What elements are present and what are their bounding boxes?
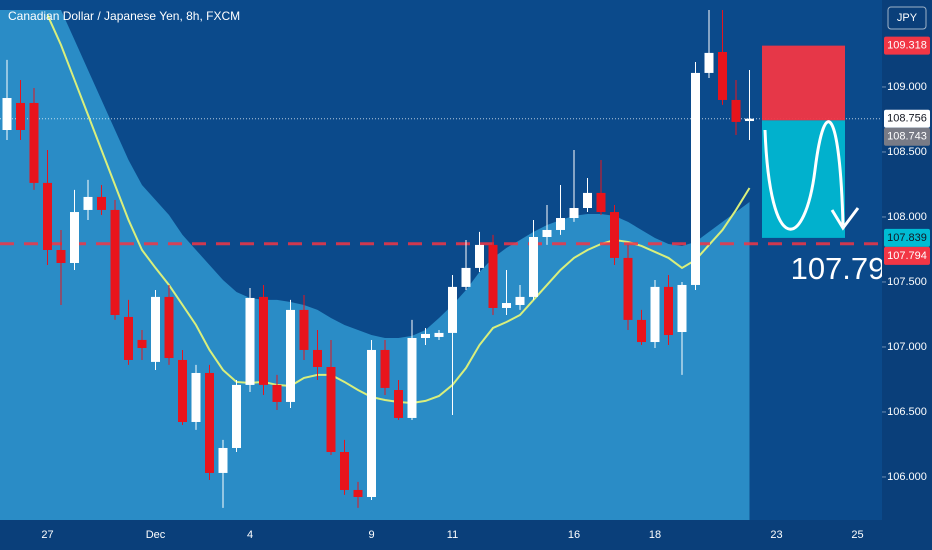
candle-body (583, 192, 592, 208)
candle-body (137, 339, 147, 349)
forecast-arrowhead (830, 207, 860, 231)
y-tick-label: 108.000 (887, 211, 927, 223)
currency[interactable]: JPY (897, 12, 918, 24)
candle-body (421, 333, 430, 338)
candle-body (232, 384, 241, 448)
x-tick-label: 23 (770, 529, 782, 541)
candle-body (542, 229, 552, 237)
candle-body (394, 390, 403, 418)
candle-body (151, 296, 160, 362)
candle-body (637, 319, 646, 343)
candle-body (164, 296, 174, 359)
candle-body (43, 182, 52, 250)
candle-body (16, 102, 25, 130)
x-axis-panel (0, 520, 932, 550)
candle-body (272, 384, 282, 402)
candle-body (745, 118, 754, 122)
chart-title: Canadian Dollar / Japanese Yen, 8h, FXCM (8, 9, 240, 23)
candle-body (502, 303, 511, 308)
candle-body (731, 99, 741, 122)
candle-body (191, 372, 201, 422)
y-tick-label: 109.000 (887, 81, 927, 93)
candle-body (718, 52, 727, 100)
candle-body (340, 452, 349, 490)
candle-body (259, 296, 268, 385)
candle-body (124, 316, 133, 360)
y-tick-label: 107.000 (887, 341, 927, 353)
candle-body (56, 249, 66, 263)
stop-zone (762, 45, 845, 121)
candle-body (245, 297, 255, 385)
candle-body (677, 284, 687, 333)
x-tick-label: 27 (41, 529, 53, 541)
target-zone (762, 120, 845, 238)
price-label-box (884, 246, 930, 265)
band-area (0, 10, 750, 520)
candle-body (205, 372, 214, 473)
candle-body (623, 257, 633, 320)
candle-body (691, 72, 700, 285)
candle-body (515, 296, 525, 305)
candle-body (596, 192, 606, 213)
y-axis-panel (882, 0, 932, 550)
candle-body (97, 196, 106, 210)
x-tick-label: 11 (447, 529, 458, 541)
candle-body (704, 52, 714, 73)
x-tick-label: 25 (851, 529, 863, 541)
price-label: 108.743 (887, 131, 927, 143)
candle-body (529, 236, 538, 297)
price-label: 108.756 (887, 113, 927, 125)
x-tick-label: 4 (247, 529, 253, 541)
candle-body (475, 244, 484, 268)
candle-body (434, 332, 444, 337)
price-label: 107.839 (887, 232, 927, 244)
candle-body (380, 349, 390, 388)
candle-body (110, 209, 120, 315)
y-tick-label: 107.500 (887, 276, 927, 288)
y-tick-label: 106.500 (887, 406, 927, 418)
candle-body (2, 98, 12, 130)
price-label: 109.318 (887, 40, 927, 52)
candle-body (556, 218, 565, 230)
price-label-box (884, 127, 930, 146)
candle-body (461, 267, 471, 287)
candle-body (367, 349, 376, 497)
candle-body (650, 286, 660, 343)
candle-body (610, 212, 619, 258)
price-label-box (884, 228, 930, 247)
price-label-box (884, 36, 930, 55)
candle-body (286, 309, 295, 402)
candle-body (313, 349, 322, 367)
y-tick-label: 106.000 (887, 471, 927, 483)
candle-body (353, 489, 363, 497)
annotation: 107.79 (791, 251, 886, 286)
x-tick-label: Dec (146, 529, 166, 541)
candle-body (299, 309, 309, 350)
candle-body (70, 212, 79, 263)
candle-body (326, 366, 336, 453)
x-tick-label: 9 (368, 529, 374, 541)
price-label: 107.794 (887, 250, 927, 262)
candle-body (178, 359, 187, 422)
candle-body (569, 208, 579, 219)
candle-body (488, 244, 498, 308)
currency-box[interactable] (887, 6, 927, 30)
y-tick-label: 108.500 (887, 146, 927, 158)
candle-body (83, 196, 93, 210)
candle-body (218, 447, 228, 473)
forecast-arrow (763, 120, 845, 231)
x-tick-label: 18 (649, 529, 661, 541)
candle-body (664, 286, 673, 336)
candle-body (407, 338, 417, 418)
candle-body (448, 286, 457, 333)
candle-body (29, 102, 39, 183)
price-label-box (884, 109, 930, 128)
x-tick-label: 16 (568, 529, 580, 541)
